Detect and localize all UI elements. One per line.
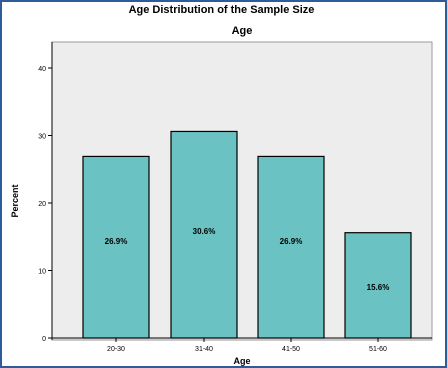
- x-axis: 20-30 31-40 41-50 51-60: [52, 337, 432, 353]
- y-tick-label: 40: [38, 66, 46, 73]
- data-label: 26.9%: [105, 237, 128, 246]
- y-axis: 0 10 20 30 40: [38, 42, 53, 343]
- bar-31-40: [170, 130, 238, 339]
- data-label: 26.9%: [280, 237, 303, 246]
- chart-subtitle: Age: [232, 25, 253, 37]
- y-tick-label: 30: [38, 134, 46, 141]
- y-tick-label: 0: [42, 336, 46, 343]
- x-tick-label: 41-50: [282, 346, 300, 353]
- y-tick-label: 20: [38, 201, 46, 208]
- y-axis-label: Percent: [10, 184, 20, 217]
- x-axis-label: Age: [233, 356, 250, 366]
- bar-51-60: [344, 232, 412, 339]
- bars: 26.9% 30.6% 26.9% 15.6%: [82, 130, 412, 339]
- bar-20-30: [82, 155, 150, 339]
- y-tick-label: 10: [38, 269, 46, 276]
- data-label: 30.6%: [193, 227, 216, 236]
- x-tick-label: 51-60: [369, 346, 387, 353]
- data-label: 15.6%: [367, 283, 390, 292]
- bar-41-50: [257, 155, 325, 339]
- x-tick-label: 20-30: [107, 346, 125, 353]
- chart-title: Age Distribution of the Sample Size: [128, 4, 315, 16]
- x-tick-label: 31-40: [195, 346, 213, 353]
